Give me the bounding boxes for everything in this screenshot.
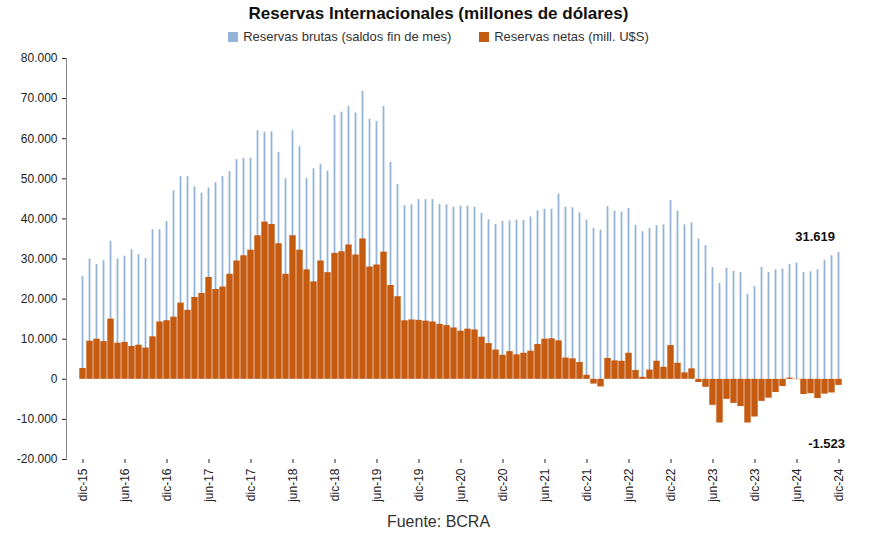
svg-text:jun-16: jun-16 [118, 468, 132, 503]
svg-text:jun-23: jun-23 [706, 468, 720, 503]
svg-text:0: 0 [51, 372, 58, 386]
html-text:Reservas brutas (saldos fin de: Reservas brutas (saldos fin de mes) [243, 28, 452, 44]
svg-text:dic-16: dic-16 [160, 468, 174, 501]
svg-text:60.000: 60.000 [21, 132, 58, 146]
svg-text:jun-22: jun-22 [622, 468, 636, 503]
svg-text:30.000: 30.000 [21, 252, 58, 266]
svg-text:-10.000: -10.000 [17, 412, 58, 426]
svg-text:dic-24: dic-24 [832, 468, 846, 501]
svg-text:-1.523: -1.523 [808, 436, 845, 451]
svg-text:-20.000: -20.000 [17, 452, 58, 466]
svg-text:jun-20: jun-20 [454, 468, 468, 503]
svg-text:jun-24: jun-24 [790, 468, 804, 503]
svg-text:20.000: 20.000 [21, 292, 58, 306]
svg-text:40.000: 40.000 [21, 212, 58, 226]
svg-text:dic-23: dic-23 [748, 468, 762, 501]
html-text:Reservas netas (mill. U$S): Reservas netas (mill. U$S) [494, 28, 649, 44]
svg-text:jun-19: jun-19 [370, 468, 384, 503]
svg-text:dic-15: dic-15 [76, 468, 90, 501]
svg-text:jun-21: jun-21 [538, 468, 552, 503]
svg-text:jun-18: jun-18 [286, 468, 300, 503]
svg-text:dic-19: dic-19 [412, 468, 426, 501]
html-text:Fuente: BCRA: Fuente: BCRA [386, 513, 491, 530]
svg-text:10.000: 10.000 [21, 332, 58, 346]
html-text:Reservas Internacionales (mill: Reservas Internacionales (millones de dó… [248, 4, 629, 23]
svg-text:50.000: 50.000 [21, 172, 58, 186]
svg-text:31.619: 31.619 [795, 229, 835, 244]
svg-text:dic-18: dic-18 [328, 468, 342, 501]
svg-text:jun-17: jun-17 [202, 468, 216, 503]
svg-text:dic-22: dic-22 [664, 468, 678, 501]
svg-text:dic-20: dic-20 [496, 468, 510, 501]
svg-text:70.000: 70.000 [21, 91, 58, 105]
svg-text:80.000: 80.000 [21, 51, 58, 65]
svg-text:dic-17: dic-17 [244, 468, 258, 501]
svg-text:dic-21: dic-21 [580, 468, 594, 501]
